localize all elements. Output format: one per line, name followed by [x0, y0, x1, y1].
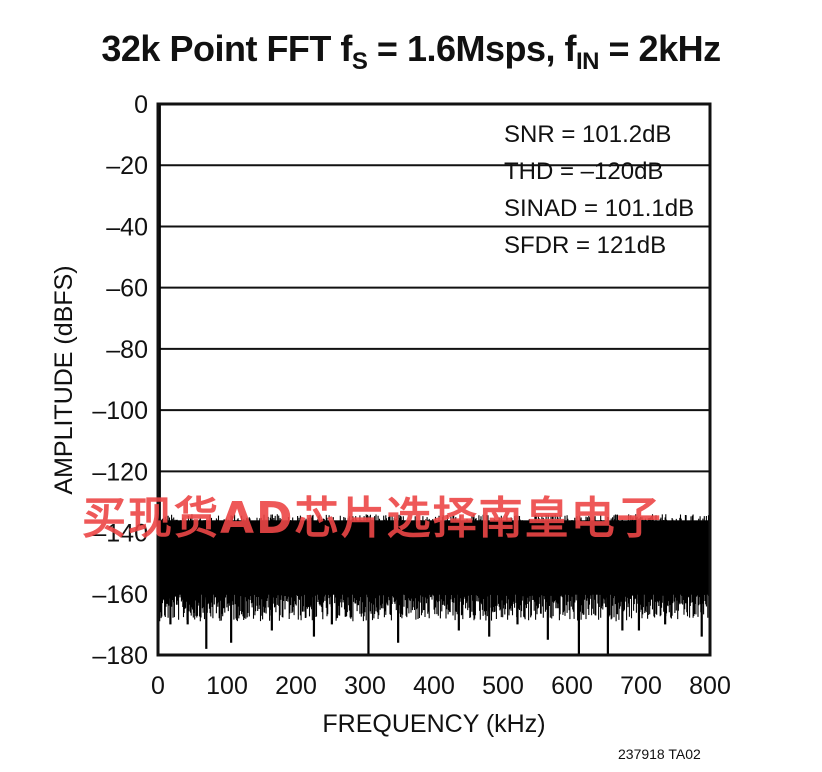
y-tick-label: –180: [92, 642, 148, 670]
y-axis-ticks: 0 –20 –40 –60 –80 –100 –120 –140 –160 –180: [92, 91, 148, 670]
plot-frame: [156, 102, 712, 657]
metric-annotation: SFDR = 121dB: [504, 232, 666, 259]
x-tick-label: 0: [151, 672, 165, 700]
x-tick-label: 100: [206, 672, 248, 700]
y-axis-label: AMPLITUDE (dBFS): [50, 265, 78, 494]
fft-trace: [157, 104, 710, 655]
x-axis-label: FREQUENCY (kHz): [322, 710, 545, 738]
y-tick-label: –160: [92, 581, 148, 609]
y-tick-label: 0: [134, 91, 148, 119]
x-tick-label: 400: [413, 672, 455, 700]
y-tick-label: –20: [106, 152, 148, 180]
y-tick-label: –80: [106, 336, 148, 364]
metric-annotation: THD = –120dB: [504, 158, 663, 185]
x-tick-label: 800: [689, 672, 731, 700]
x-tick-label: 200: [275, 672, 317, 700]
figure-id: 237918 TA02: [618, 746, 701, 762]
watermark-text: 买现货AD芯片选择南皇电子: [82, 493, 663, 544]
x-axis-ticks: 0 100 200 300 400 500 600 700 800: [151, 672, 731, 700]
y-tick-label: –40: [106, 213, 148, 241]
noise-floor-band: [159, 520, 709, 570]
y-tick-label: –100: [92, 397, 148, 425]
chart-title: 32k Point FFT fS = 1.6Msps, fIN = 2kHz: [101, 28, 721, 75]
metric-annotation: SINAD = 101.1dB: [504, 195, 694, 222]
y-tick-label: –120: [92, 458, 148, 486]
metric-annotation: SNR = 101.2dB: [504, 121, 671, 148]
x-tick-label: 600: [551, 672, 593, 700]
y-tick-label: –140: [92, 520, 148, 548]
metrics-annotation: SNR = 101.2dB THD = –120dB SINAD = 101.1dB…: [504, 121, 694, 259]
x-tick-label: 700: [620, 672, 662, 700]
y-tick-label: –60: [106, 275, 148, 303]
x-tick-label: 500: [482, 672, 524, 700]
x-tick-label: 300: [344, 672, 386, 700]
